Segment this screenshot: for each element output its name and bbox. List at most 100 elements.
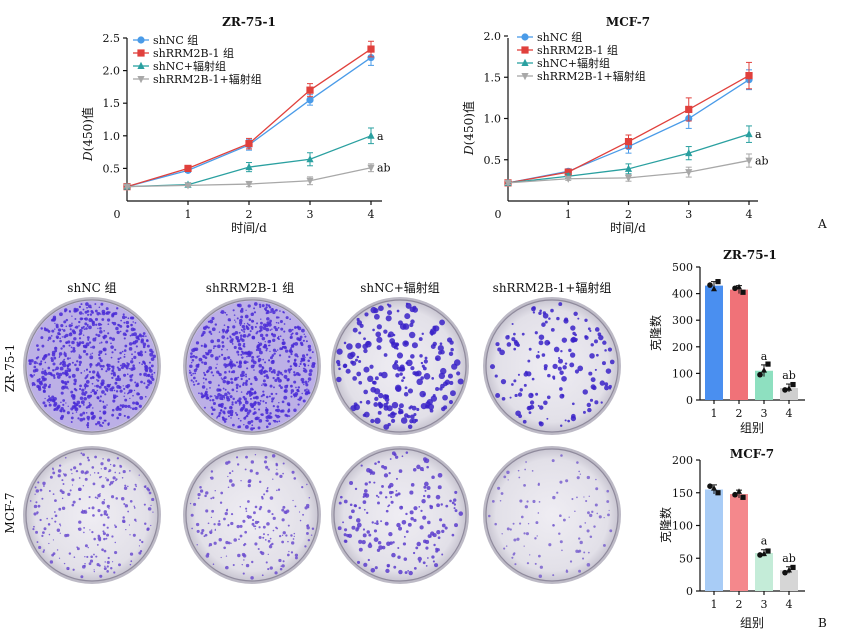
colony (79, 462, 82, 466)
colony (294, 326, 297, 328)
data-point (521, 46, 529, 54)
colony (408, 570, 413, 576)
replicate-point (782, 387, 788, 393)
colony (87, 424, 89, 427)
colony (217, 344, 221, 349)
colony (129, 334, 132, 337)
colony (99, 327, 102, 330)
colony (145, 385, 149, 389)
colony (342, 521, 345, 524)
colony (46, 517, 48, 520)
colony (125, 320, 130, 325)
colony (207, 522, 210, 525)
colony (94, 385, 96, 387)
colony (264, 401, 268, 404)
colony (307, 381, 310, 383)
colony (101, 548, 104, 552)
colony (264, 455, 268, 459)
colony (76, 341, 79, 344)
colony (107, 422, 110, 426)
colony (152, 354, 156, 359)
colony (251, 522, 255, 526)
colony (294, 553, 299, 557)
colony (83, 384, 88, 388)
colony (192, 372, 195, 375)
colony (268, 367, 273, 371)
colony (82, 485, 85, 487)
colony (569, 362, 575, 368)
colony (259, 305, 262, 309)
colony (41, 370, 45, 375)
colony (111, 535, 114, 538)
colony (559, 480, 563, 484)
x-tick-label: 2 (736, 598, 743, 611)
colony (253, 369, 255, 371)
colony (79, 417, 84, 422)
colony (47, 371, 52, 375)
colony (133, 505, 136, 508)
bar (780, 388, 798, 400)
colony (272, 338, 276, 342)
colony (431, 377, 435, 380)
colony (573, 311, 578, 317)
colony (60, 380, 65, 384)
replicate-point (782, 569, 788, 576)
colony (99, 395, 102, 398)
colony (197, 382, 200, 385)
colony (258, 363, 263, 368)
colony (376, 548, 381, 552)
colony (442, 394, 448, 401)
colony (231, 403, 234, 406)
colony (272, 333, 277, 338)
colony (143, 503, 146, 506)
y-tick-label: 1.5 (484, 71, 502, 84)
colony (72, 396, 76, 400)
colony (283, 323, 286, 325)
colony (38, 381, 43, 385)
colony (513, 339, 518, 344)
colony (344, 528, 348, 532)
colony (285, 316, 289, 320)
colony (489, 364, 496, 370)
x-tick-label: 4 (786, 598, 793, 611)
colony (254, 528, 256, 530)
colony (374, 462, 377, 465)
colony (56, 528, 61, 532)
colony (149, 352, 154, 357)
colony (130, 327, 135, 332)
colony (190, 374, 193, 377)
colony (421, 364, 425, 368)
colony (308, 372, 312, 377)
colony (111, 561, 114, 563)
colony (61, 479, 64, 482)
colony (419, 390, 426, 398)
colony (99, 424, 102, 427)
colony (542, 311, 547, 315)
colony (230, 381, 234, 385)
colony (304, 356, 306, 359)
colony (266, 321, 270, 325)
colony (107, 556, 110, 560)
colony (373, 529, 378, 533)
colony (437, 485, 442, 490)
colony (85, 302, 89, 306)
colony (194, 355, 198, 359)
colony (239, 524, 243, 528)
colony (218, 411, 222, 415)
colony (79, 331, 83, 335)
colony (93, 472, 96, 474)
colony (427, 520, 431, 525)
colony (375, 522, 379, 526)
colony (100, 462, 104, 466)
colony (433, 543, 436, 547)
colony (589, 329, 592, 332)
colony (513, 538, 517, 542)
colony (281, 534, 284, 536)
colony (270, 370, 274, 374)
bar (705, 489, 723, 591)
colony (70, 421, 73, 423)
colony (63, 358, 66, 361)
colony (132, 533, 136, 537)
colony (139, 539, 142, 542)
